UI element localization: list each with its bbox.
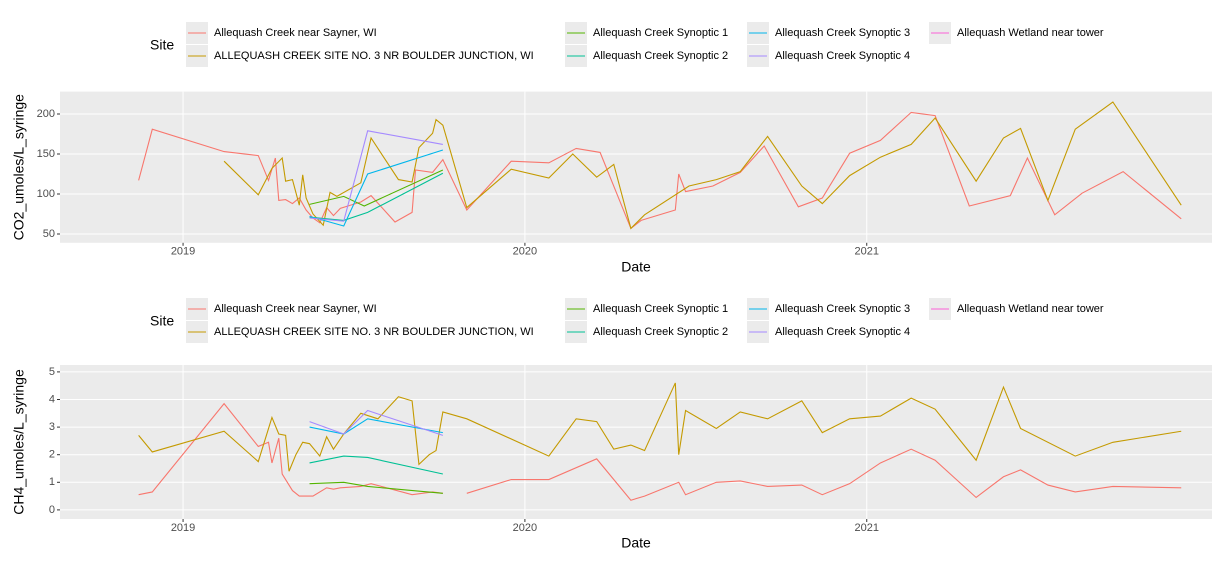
legend-label: Allequash Creek Synoptic 2 xyxy=(593,326,728,338)
x-tick-label: 2021 xyxy=(854,246,878,258)
data-layer xyxy=(138,382,1182,501)
legend-label: Allequash Creek near Sayner, WI xyxy=(214,27,377,39)
y-tick-label: 3 xyxy=(49,421,55,433)
series-line xyxy=(309,149,444,227)
y-tick-label: 50 xyxy=(43,228,55,240)
series-line xyxy=(138,402,1182,501)
x-axis-title: Date xyxy=(621,259,651,275)
legend-label: Allequash Creek Synoptic 1 xyxy=(593,303,728,315)
series-line xyxy=(309,130,443,222)
y-tick-label: 0 xyxy=(49,504,55,516)
legend-label: Allequash Creek Synoptic 3 xyxy=(775,27,910,39)
plot-background xyxy=(60,365,1212,519)
x-tick-label: 2020 xyxy=(513,246,537,258)
y-tick-label: 200 xyxy=(37,108,55,120)
legend-label: Allequash Wetland near tower xyxy=(957,303,1104,315)
legend-label: Allequash Creek Synoptic 2 xyxy=(593,50,728,62)
legend-title: Site xyxy=(150,37,174,53)
legend-label: Allequash Creek Synoptic 4 xyxy=(775,50,910,62)
series-line xyxy=(309,172,444,221)
legend-title: Site xyxy=(150,313,174,329)
series-line xyxy=(138,382,1182,472)
y-tick-label: 4 xyxy=(49,393,55,405)
data-layer xyxy=(138,101,1182,230)
legend-label: ALLEQUASH CREEK SITE NO. 3 NR BOULDER JU… xyxy=(214,326,534,338)
x-tick-label: 2019 xyxy=(171,522,195,534)
series-line xyxy=(309,409,444,436)
plot-background xyxy=(60,91,1212,243)
series-line xyxy=(309,418,443,435)
series-line xyxy=(138,111,1182,230)
legend-label: Allequash Creek Synoptic 1 xyxy=(593,27,728,39)
series-line xyxy=(309,481,443,494)
y-tick-label: 5 xyxy=(49,366,55,378)
y-axis-title: CH4_umoles/L_syringe xyxy=(11,369,27,515)
series-line xyxy=(223,101,1182,230)
x-tick-label: 2021 xyxy=(854,522,878,534)
series-line xyxy=(309,169,444,207)
legend-label: Allequash Creek Synoptic 3 xyxy=(775,303,910,315)
legend-label: Allequash Wetland near tower xyxy=(957,27,1104,39)
legend-label: Allequash Creek Synoptic 4 xyxy=(775,326,910,338)
y-axis-title: CO2_umoles/L_syringe xyxy=(11,94,27,241)
series-line xyxy=(309,455,443,475)
x-axis-title: Date xyxy=(621,535,651,551)
y-tick-label: 2 xyxy=(49,449,55,461)
y-tick-label: 150 xyxy=(37,148,55,160)
legend-label: ALLEQUASH CREEK SITE NO. 3 NR BOULDER JU… xyxy=(214,50,534,62)
x-tick-label: 2020 xyxy=(513,522,537,534)
y-tick-label: 1 xyxy=(49,476,55,488)
plot-area xyxy=(60,91,1212,243)
legend-label: Allequash Creek near Sayner, WI xyxy=(214,303,377,315)
plot-area xyxy=(60,365,1212,519)
x-tick-label: 2019 xyxy=(171,246,195,258)
y-tick-label: 100 xyxy=(37,188,55,200)
